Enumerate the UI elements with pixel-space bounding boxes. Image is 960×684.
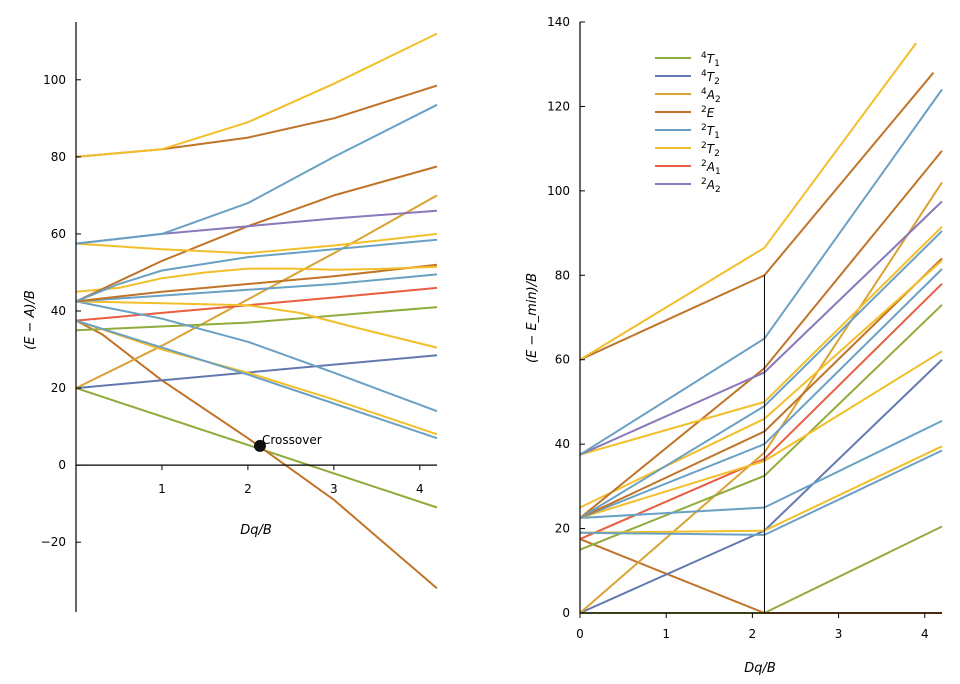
right-y-tick-label: 0 <box>562 606 570 620</box>
left-series-line-9 <box>75 300 438 413</box>
left-series-line-4 <box>75 194 438 389</box>
left-series-line-18 <box>75 103 438 245</box>
right-y-axis-label: (E − E_min)/B <box>525 273 540 363</box>
left-axes <box>75 22 437 612</box>
right-y-tick-label: 100 <box>547 184 570 198</box>
left-series-line-16 <box>75 232 438 255</box>
legend-entry-6: 2T2 <box>655 141 720 159</box>
right-series-line-11 <box>579 420 943 519</box>
left-series-line-10 <box>75 300 438 349</box>
crossover-label: Crossover <box>262 433 322 447</box>
legend-label: 2A2 <box>701 177 721 195</box>
right-series-line-20 <box>579 88 943 456</box>
right-series-lines <box>579 42 943 614</box>
legend-label: 2T1 <box>701 123 720 141</box>
left-y-tick-label: 80 <box>51 150 66 164</box>
right-series-line-4 <box>579 538 765 614</box>
legend-label: 2A1 <box>701 159 721 177</box>
left-series-line-20 <box>75 32 438 158</box>
legend-entry-5: 2T1 <box>655 123 720 141</box>
legend-label: 4T2 <box>701 69 720 87</box>
right-series-line-19 <box>579 200 943 456</box>
right-series-line-22 <box>579 42 917 361</box>
left-x-tick-label: 1 <box>158 482 166 496</box>
left-y-tick-label: 0 <box>58 458 66 472</box>
right-y-tick-label: 20 <box>555 522 570 536</box>
left-y-tick-label: 20 <box>51 381 66 395</box>
legend-entry-2: 4T2 <box>655 69 720 87</box>
right-x-tick-label: 2 <box>749 627 757 641</box>
left-series-line-11 <box>75 273 438 303</box>
left-series-line-13 <box>75 265 438 293</box>
legend-entry-8: 2A2 <box>655 177 721 195</box>
left-x-tick-label: 4 <box>416 482 424 496</box>
left-y-tick-label: 100 <box>43 73 66 87</box>
legend-label: 2T2 <box>701 141 720 159</box>
right-series-line-5 <box>579 358 943 614</box>
left-x-tick-label: 2 <box>244 482 252 496</box>
legend-entry-7: 2A1 <box>655 159 721 177</box>
right-axes <box>579 21 942 618</box>
legend-label: 4A2 <box>701 87 721 105</box>
left-y-axis-label: (E − A)/B <box>23 290 38 350</box>
left-series-line-15 <box>75 238 438 303</box>
crossover-point <box>253 439 266 452</box>
left-y-tick-label: 40 <box>51 304 66 318</box>
left-panel: 1 2 3 4 −20 0 20 40 60 80 100 Dq/B (E − A)/B Cross… <box>23 22 438 612</box>
left-series-line-7 <box>75 319 438 436</box>
left-series-lines <box>75 32 438 590</box>
right-x-tick-label: 4 <box>921 627 929 641</box>
left-series-line-17 <box>75 209 438 245</box>
left-series-line-12 <box>75 263 438 303</box>
legend-entry-4: 2E <box>655 105 715 120</box>
left-tick-labels: 1 2 3 4 −20 0 20 40 60 80 100 <box>41 73 424 549</box>
left-x-tick-label: 3 <box>330 482 338 496</box>
legend-entry-3: 4A2 <box>655 87 721 105</box>
legend-label: 2E <box>701 105 715 120</box>
left-series-line-8 <box>75 319 438 440</box>
right-series-line-6 <box>579 181 943 614</box>
right-y-tick-label: 60 <box>555 353 570 367</box>
crossover-annotation: Crossover <box>253 433 322 452</box>
left-series-line-2 <box>75 319 438 590</box>
legend-entry-1: 4T1 <box>655 51 720 69</box>
right-y-tick-label: 80 <box>555 268 570 282</box>
left-series-line-6 <box>75 286 438 322</box>
right-x-tick-label: 3 <box>835 627 843 641</box>
left-y-tick-label: 60 <box>51 227 66 241</box>
right-series-line-9 <box>579 445 943 534</box>
left-x-axis-label: Dq/B <box>240 523 272 538</box>
legend-label: 4T1 <box>701 51 720 69</box>
right-x-tick-label: 1 <box>662 627 670 641</box>
right-x-axis-label: Dq/B <box>744 661 776 676</box>
left-series-line-19 <box>75 84 438 158</box>
left-series-line-3 <box>75 354 438 390</box>
right-y-tick-label: 120 <box>547 99 570 113</box>
right-x-tick-label: 0 <box>576 627 584 641</box>
right-series-line-2 <box>763 525 943 614</box>
right-y-tick-label: 140 <box>547 15 570 29</box>
right-y-tick-label: 40 <box>555 437 570 451</box>
left-series-line-5 <box>75 306 438 332</box>
right-series-line-14 <box>579 257 943 519</box>
left-y-tick-label: −20 <box>41 535 66 549</box>
